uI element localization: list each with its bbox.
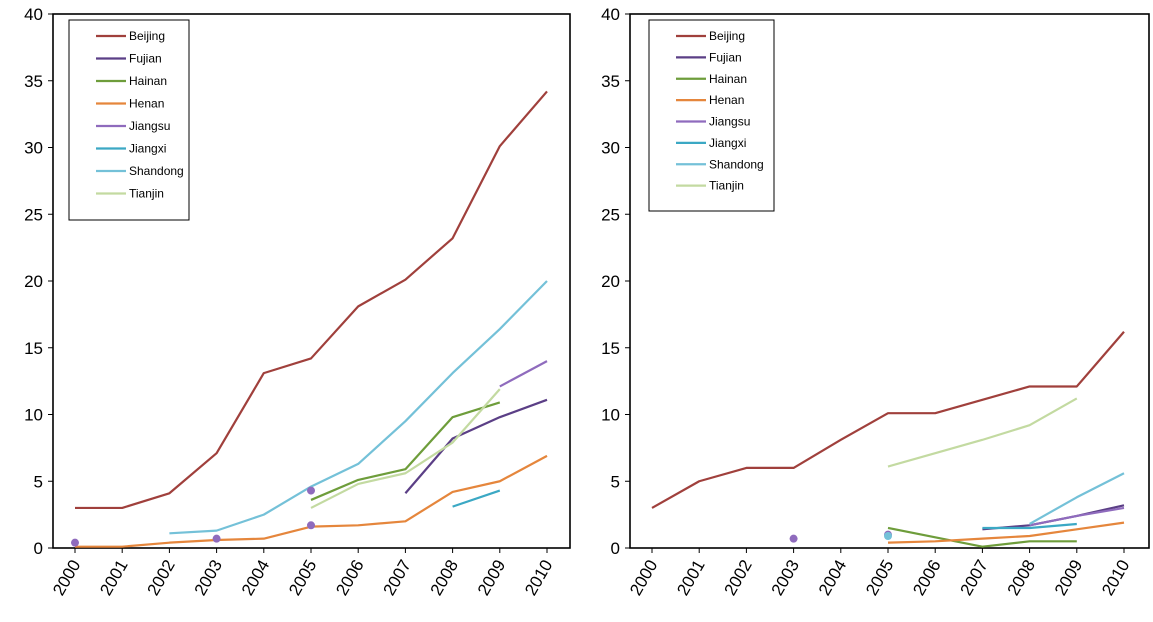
series-line-shandong xyxy=(169,280,548,535)
y-tick-label: 5 xyxy=(611,472,620,491)
legend-label: Tianjin xyxy=(129,187,164,201)
data-point-marker xyxy=(307,486,315,495)
x-tick-label: 2008 xyxy=(1004,557,1039,599)
x-tick-label: 2005 xyxy=(862,557,897,599)
legend-label: Hainan xyxy=(129,74,167,88)
y-tick-label: 40 xyxy=(601,5,620,24)
series-line-tianjin xyxy=(310,388,501,509)
series-line-beijing xyxy=(651,331,1125,509)
y-tick-label: 10 xyxy=(601,406,620,425)
legend-label: Shandong xyxy=(709,157,764,171)
y-tick-label: 20 xyxy=(601,272,620,291)
y-tick-label: 25 xyxy=(601,205,620,224)
data-point-marker xyxy=(307,521,315,530)
data-point-marker xyxy=(212,534,221,543)
legend: Beijing Fujian Hainan Henan Jiangsu Jiangxi Sh… xyxy=(68,19,190,221)
series-line-beijing xyxy=(75,90,548,510)
x-tick-label: 2009 xyxy=(1051,557,1086,599)
y-tick-label: 5 xyxy=(34,472,43,491)
x-tick-label: 2000 xyxy=(626,557,661,599)
y-tick-label: 25 xyxy=(24,205,43,224)
legend-label: Beijing xyxy=(129,29,165,43)
x-tick-label: 2001 xyxy=(96,557,131,599)
legend-label: Fujian xyxy=(129,52,162,66)
legend-label: Jiangsu xyxy=(129,119,170,133)
series-line-fujian xyxy=(404,398,548,494)
legend: Beijing Fujian Hainan Henan Jiangsu Jiangxi Sh… xyxy=(648,19,775,212)
y-tick-label: 40 xyxy=(24,5,43,24)
x-tick-label: 2009 xyxy=(474,557,509,599)
y-tick-label: 0 xyxy=(611,539,620,558)
legend-label: Jiangxi xyxy=(709,136,746,150)
legend-label: Hainan xyxy=(709,72,747,86)
data-point-marker xyxy=(71,538,79,547)
x-tick-label: 2007 xyxy=(379,557,414,599)
x-tick-label: 2010 xyxy=(1098,557,1133,599)
legend-label: Fujian xyxy=(709,50,742,64)
y-tick-label: 30 xyxy=(24,139,43,158)
x-tick-label: 2004 xyxy=(238,557,273,599)
y-tick-label: 35 xyxy=(24,72,43,91)
x-tick-label: 2008 xyxy=(427,557,462,599)
data-point-marker xyxy=(789,534,798,543)
legend-box xyxy=(648,19,775,212)
x-tick-label: 2004 xyxy=(815,557,850,599)
series-line-shandong xyxy=(1029,472,1125,525)
chart-panel-2: 0 5 10 15 20 25 30 35 40 2000 2001 2002 2003 2004 2005… xyxy=(601,5,1150,599)
x-tick-label: 2001 xyxy=(673,557,708,599)
x-tick-label: 2007 xyxy=(956,557,991,599)
legend-box xyxy=(68,19,190,221)
series-line-jiangsu xyxy=(499,360,548,388)
series-line-jiangxi xyxy=(452,489,501,508)
legend-label: Jiangxi xyxy=(129,142,166,156)
legend-label: Jiangsu xyxy=(709,115,750,129)
data-point-marker xyxy=(884,531,892,540)
y-tick-label: 10 xyxy=(24,406,43,425)
legend-label: Henan xyxy=(129,97,164,111)
legend-label: Beijing xyxy=(709,29,745,43)
x-tick-label: 2000 xyxy=(49,557,84,599)
series-line-hainan xyxy=(310,401,501,501)
series-line-jiangsu xyxy=(1029,506,1125,527)
y-tick-label: 30 xyxy=(601,139,620,158)
series-line-jiangxi xyxy=(982,522,1077,530)
legend-label: Henan xyxy=(709,93,744,107)
x-tick-label: 2006 xyxy=(909,557,944,599)
x-tick-label: 2003 xyxy=(191,557,226,599)
series-line-tianjin xyxy=(887,397,1078,468)
x-tick-label: 2002 xyxy=(143,557,178,599)
x-tick-label: 2010 xyxy=(521,557,556,599)
x-tick-label: 2006 xyxy=(332,557,367,599)
y-tick-label: 35 xyxy=(601,72,620,91)
x-tick-label: 2005 xyxy=(285,557,320,599)
legend-label: Tianjin xyxy=(709,179,744,193)
chart-panel-1: 0 5 10 15 20 25 30 35 40 2000 2001 2002 2003 2004 2005… xyxy=(24,5,571,599)
series-line-henan xyxy=(887,521,1125,544)
y-tick-label: 20 xyxy=(24,272,43,291)
x-tick-label: 2003 xyxy=(768,557,803,599)
x-tick-label: 2002 xyxy=(720,557,755,599)
legend-label: Shandong xyxy=(129,164,184,178)
y-tick-label: 0 xyxy=(34,539,43,558)
y-tick-label: 15 xyxy=(601,339,620,358)
series-line-hainan xyxy=(887,526,1077,548)
y-tick-label: 15 xyxy=(24,339,43,358)
